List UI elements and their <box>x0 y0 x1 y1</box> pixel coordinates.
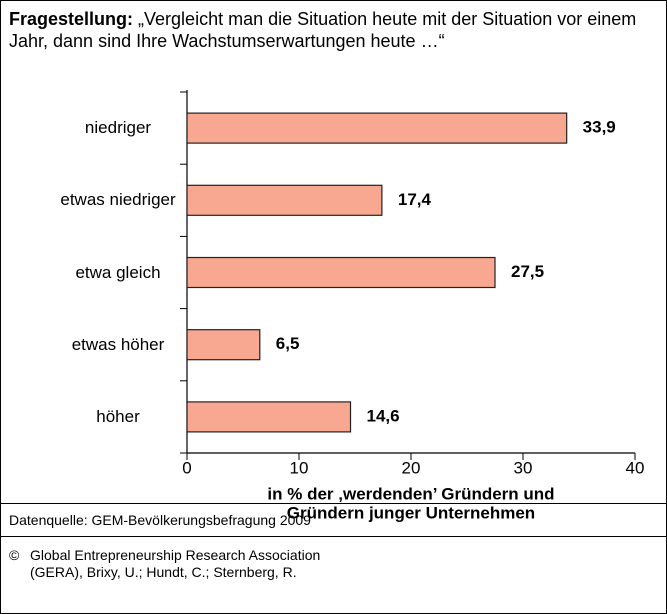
value-label: 6,5 <box>276 334 300 353</box>
bar <box>186 184 383 216</box>
value-label: 33,9 <box>583 118 616 137</box>
copyright: Global Entrepreneurship Research Associa… <box>30 547 321 580</box>
x-tick-label: 40 <box>626 458 645 477</box>
title-label: Fragestellung: <box>9 9 134 29</box>
separator <box>0 536 667 537</box>
value-label: 14,6 <box>367 406 400 425</box>
x-tick-label: 30 <box>514 458 533 477</box>
x-tick-label: 10 <box>290 458 309 477</box>
x-tick-label: 20 <box>402 458 421 477</box>
bar <box>186 112 568 144</box>
chart-title: „Vergleicht man die Situation heute mit … <box>9 9 637 51</box>
x-axis-label: in % der ‚werdenden’ Gründern und <box>267 484 554 503</box>
value-label: 27,5 <box>511 262 544 281</box>
bar <box>186 329 261 361</box>
x-tick-label: 0 <box>182 458 191 477</box>
source: Datenquelle: GEM-Bevölkerungsbefragung 2… <box>9 512 311 528</box>
value-label: 17,4 <box>398 190 432 209</box>
category-label: etwas niedriger <box>60 190 176 210</box>
copyright-symbol: © <box>9 547 20 563</box>
title-block: Fragestellung: „Vergleicht man die Situa… <box>9 8 649 52</box>
category-label: niedriger <box>84 118 152 138</box>
x-axis-label: Gründern junger Unternehmen <box>287 503 535 522</box>
bar <box>186 401 352 433</box>
category-label: etwa gleich <box>75 262 161 282</box>
separator <box>0 503 667 504</box>
bar <box>186 256 496 289</box>
category-label: höher <box>96 406 140 426</box>
category-label: etwas höher <box>71 334 165 354</box>
